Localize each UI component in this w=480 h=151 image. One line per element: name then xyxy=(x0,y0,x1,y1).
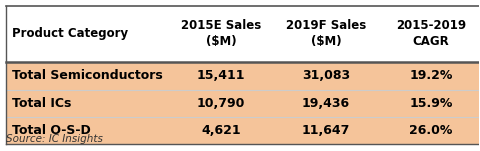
Text: 15,411: 15,411 xyxy=(197,69,245,82)
FancyBboxPatch shape xyxy=(6,6,480,62)
Text: Source: IC Insights: Source: IC Insights xyxy=(6,134,103,144)
FancyBboxPatch shape xyxy=(6,90,480,117)
Text: 31,083: 31,083 xyxy=(302,69,350,82)
Text: 19.2%: 19.2% xyxy=(409,69,453,82)
Text: 19,436: 19,436 xyxy=(302,97,350,110)
Text: 15.9%: 15.9% xyxy=(409,97,453,110)
FancyBboxPatch shape xyxy=(6,117,480,144)
Text: 10,790: 10,790 xyxy=(197,97,245,110)
Text: Total O-S-D: Total O-S-D xyxy=(12,124,91,137)
Text: 2015E Sales
($M): 2015E Sales ($M) xyxy=(181,19,261,48)
Text: 11,647: 11,647 xyxy=(302,124,350,137)
Text: 2015-2019
CAGR: 2015-2019 CAGR xyxy=(396,19,466,48)
Text: Total Semiconductors: Total Semiconductors xyxy=(12,69,163,82)
Text: 26.0%: 26.0% xyxy=(409,124,453,137)
Text: 2019F Sales
($M): 2019F Sales ($M) xyxy=(286,19,366,48)
Text: Product Category: Product Category xyxy=(12,27,128,40)
FancyBboxPatch shape xyxy=(6,62,480,90)
Text: 4,621: 4,621 xyxy=(201,124,241,137)
Text: Total ICs: Total ICs xyxy=(12,97,71,110)
